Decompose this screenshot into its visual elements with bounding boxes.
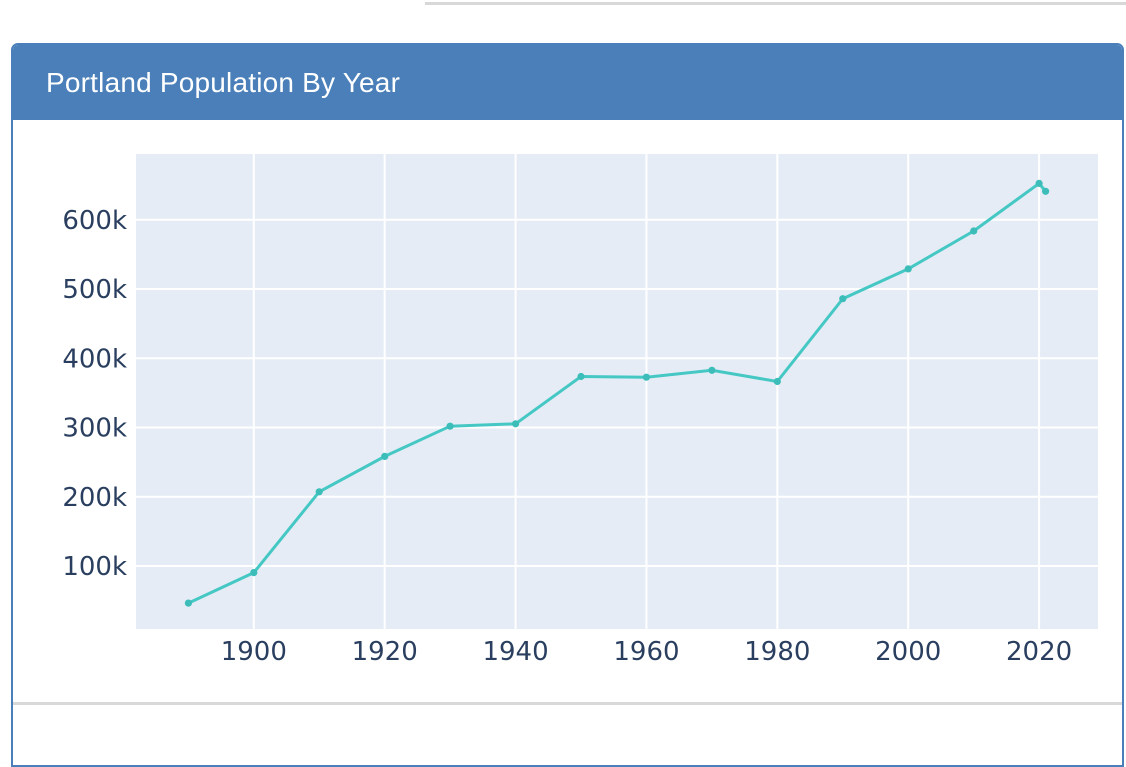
card-bottom-divider [13,702,1122,705]
data-point-marker[interactable] [1035,179,1043,187]
y-tick-label: 300k [62,414,127,444]
card-body: 1900 1920 1940 1960 1980 2000 2020 100k 200k 300k… [13,120,1122,765]
data-point-marker[interactable] [773,377,781,386]
data-point-marker[interactable] [184,599,192,607]
data-point-marker[interactable] [577,372,585,381]
card-title: Portland Population By Year [46,66,401,98]
population-chart[interactable]: 1900 1920 1940 1960 1980 2000 2020 100k 200k 300k… [11,120,1126,700]
y-tick-label: 100k [62,552,127,582]
chart-svg[interactable]: 1900 1920 1940 1960 1980 2000 2020 100k 200k 300k… [11,120,1126,700]
x-tick-label: 2000 [875,637,941,667]
data-point-marker[interactable] [904,265,912,273]
data-point-marker[interactable] [250,569,258,577]
x-tick-label: 1940 [482,637,548,667]
data-point-marker[interactable] [446,422,454,430]
data-point-marker[interactable] [708,366,716,374]
y-tick-label: 500k [62,275,127,305]
data-point-marker[interactable] [512,420,520,428]
data-point-marker[interactable] [839,295,847,303]
data-point-marker[interactable] [315,488,323,496]
card-header: Portland Population By Year [13,45,1122,120]
data-point-marker[interactable] [1042,187,1050,195]
data-point-marker[interactable] [970,227,978,235]
x-tick-label: 2020 [1006,637,1072,667]
data-point-marker[interactable] [381,452,389,460]
page-top-divider [425,2,1126,5]
y-tick-label: 600k [62,206,127,236]
data-point-marker[interactable] [642,373,651,381]
y-tick-label: 200k [62,483,127,513]
x-tick-label: 1900 [221,637,287,667]
population-card: Portland Population By Year 1900 1920 1940… [11,43,1124,767]
x-tick-label: 1980 [744,637,810,667]
y-tick-label: 400k [62,344,127,374]
x-tick-label: 1960 [613,637,679,667]
x-tick-label: 1920 [352,637,418,667]
plot-area [136,154,1098,629]
